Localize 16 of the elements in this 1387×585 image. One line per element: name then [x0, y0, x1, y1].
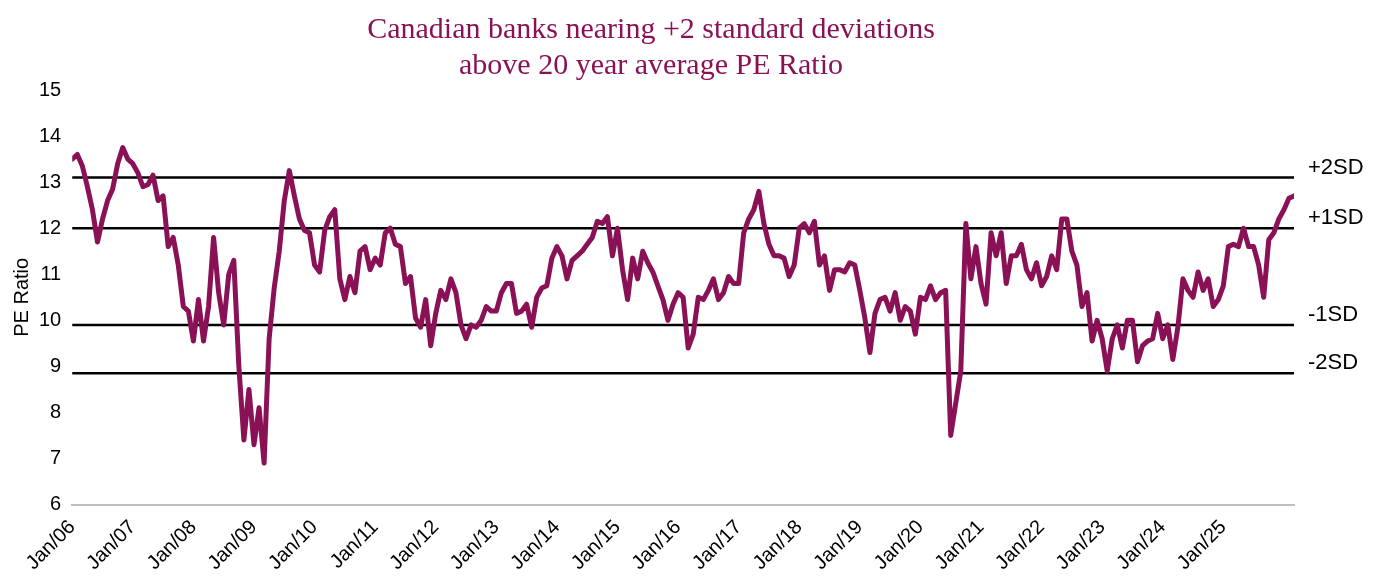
y-tick-label: 11: [40, 261, 62, 284]
y-tick-label: 6: [50, 492, 62, 515]
y-tick-label: 10: [39, 307, 62, 330]
y-tick-label: 14: [39, 123, 62, 146]
ref-line-label: +2SD: [1308, 153, 1364, 179]
y-tick-label: 12: [39, 215, 62, 238]
y-axis-title: PE Ratio: [9, 257, 32, 337]
chart-title: Canadian banks nearing +2 standard deviations above 20 year average PE Ratio: [367, 10, 935, 80]
ref-line-label: -2SD: [1308, 349, 1359, 375]
y-tick-label: 7: [50, 446, 62, 469]
ref-line-label: +1SD: [1308, 204, 1364, 230]
y-tick-label: 9: [50, 353, 62, 376]
y-tick-label: 8: [50, 399, 62, 422]
y-tick-label: 15: [39, 77, 62, 100]
ref-line-label: -1SD: [1308, 300, 1359, 326]
y-tick-label: 13: [39, 169, 62, 192]
